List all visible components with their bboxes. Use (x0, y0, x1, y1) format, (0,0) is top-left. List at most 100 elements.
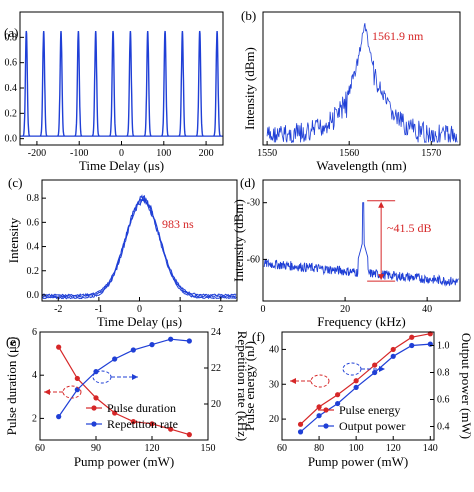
panel-e-data-point (130, 419, 136, 425)
panel-e-ytick-label: 6 (32, 327, 37, 338)
panel-e-data-point (74, 375, 80, 382)
panel-e-series-line-1 (58, 338, 190, 417)
panel-f-ytick-label: 40 (269, 344, 279, 355)
panel-c-xlabel: Time Delay (μs) (97, 314, 182, 329)
panel-e-legend-label: Repetition rate (107, 417, 178, 431)
panel-c-ytick-label: 0.2 (27, 266, 40, 277)
panel-d-label: (d) (240, 175, 255, 190)
panel-e-indicator-ellipse (62, 385, 82, 399)
panel-d-xtick-label: 20 (340, 304, 350, 315)
panel-d-xtick-label: 0 (261, 304, 266, 315)
panel-a-pulse (91, 30, 100, 137)
panel-e-data-point (130, 347, 136, 353)
panel-d-ytick-label: -30 (247, 198, 260, 209)
panel-f-indicator-arrow (379, 366, 385, 372)
panel-d-ylabel: Intensity (dBm) (231, 199, 246, 282)
panel-a-ytick-label: 0.0 (5, 134, 18, 145)
panel-f-legend-marker (323, 407, 329, 413)
panel-f-data-point (409, 342, 415, 349)
panel-f-data-point (390, 346, 396, 353)
panel-f-indicator-ellipse (342, 362, 362, 376)
panel-c-annotation: 983 ns (162, 217, 194, 231)
panel-c-xtick-label: 1 (178, 304, 183, 315)
panel-f-data-point (409, 334, 415, 340)
panel-a-xtick-label: -200 (28, 148, 46, 159)
panel-e-legend-label: Pulse duration (107, 401, 176, 415)
panel-b-xlabel: Wavelength (nm) (316, 158, 406, 173)
panel-d-arrow-up (378, 201, 385, 208)
panel-e-data-point (186, 432, 192, 438)
panel-f-indicator-arrow (290, 378, 296, 384)
panel-e-data-point (93, 395, 99, 401)
panel-d-ytick-label: -60 (247, 254, 260, 265)
panel-e-data-point (149, 421, 155, 427)
panel-e-ytick-right-label: 24 (211, 327, 221, 338)
panel-a-pulse (109, 30, 117, 137)
panel-a-xlabel: Time Delay (μs) (79, 158, 164, 173)
panel-f-data-point (316, 413, 322, 419)
panel-f-data-point (335, 400, 341, 407)
panel-f-indicator-ellipse (310, 374, 330, 388)
panel-a-frame (19, 11, 224, 146)
panel-b-xtick-label: 1560 (339, 148, 359, 159)
panel-a-pulse (143, 30, 152, 137)
panel-f-xtick-label: 60 (277, 443, 287, 454)
panel-a-xtick-label: 0 (119, 148, 124, 159)
panel-d-xlabel: Frequency (kHz) (317, 314, 405, 329)
panel-f-xtick-label: 80 (314, 443, 324, 454)
panel-a-pulse (74, 30, 83, 137)
panel-e-ytick-right-label: 22 (211, 363, 221, 374)
panel-d-rf-spectrum (263, 202, 459, 287)
panel-c-xtick-label: 2 (218, 304, 223, 315)
panel-a-ytick-label: 0.6 (5, 58, 18, 69)
panel-e-data-point (168, 336, 174, 342)
panel-b-ylabel: Intensity (dBm) (242, 47, 257, 130)
panel-c-pulse-trace (41, 194, 237, 297)
panel-f-data-point (372, 362, 378, 368)
panel-f-series-line-0 (300, 333, 431, 425)
panel-f-ytick-right-label: 0.4 (437, 422, 450, 433)
panel-f-data-point (353, 384, 359, 390)
panel-a-pulse (161, 30, 169, 137)
panel-e-label: (e) (6, 334, 20, 349)
axes-layer (19, 11, 461, 441)
panel-e-ytick-label: 4 (32, 370, 37, 381)
panel-f-data-point (297, 421, 304, 427)
curves-layer (20, 23, 459, 438)
panel-f-frame (281, 331, 435, 441)
panel-e-xtick-label: 90 (91, 443, 101, 454)
panel-f-label: (f) (252, 329, 265, 344)
panel-b-xtick-label: 1550 (257, 148, 277, 159)
panel-f-xtick-label: 100 (349, 443, 364, 454)
panel-a-xtick-label: 100 (156, 148, 171, 159)
panel-f-ytick-right-label: 0.8 (437, 368, 450, 379)
panel-d-annotation: ~41.5 dB (387, 221, 432, 235)
panel-c-pulse-trace (42, 196, 237, 299)
panel-e-ytick-right-label: 20 (211, 399, 221, 410)
panel-e-data-point (168, 426, 174, 432)
panel-f-xlabel: Pump power (mW) (308, 454, 408, 469)
panel-e-xtick-label: 150 (201, 443, 216, 454)
panel-f-data-point (372, 369, 378, 376)
panel-c-ytick-label: 0.0 (27, 290, 40, 301)
panel-c-ytick-label: 0.4 (27, 242, 40, 253)
panel-f-data-point (353, 378, 359, 384)
panel-e-legend-marker (91, 421, 97, 427)
panel-e-legend-marker (91, 405, 97, 411)
panel-a-pulse (178, 30, 187, 137)
panel-a-pulse (213, 30, 221, 137)
panel-f-data-point (335, 392, 341, 398)
panel-b-spectrum (266, 23, 458, 144)
panel-c-xtick-label: 0 (137, 304, 142, 315)
panel-f-ytick-label: 30 (269, 379, 279, 390)
panel-e-data-point (56, 414, 62, 420)
panel-e-xlabel: Pump power (mW) (74, 454, 174, 469)
panel-e-data-point (112, 410, 118, 416)
panel-c-ylabel: Intensity (6, 217, 21, 263)
panel-a-xtick-label: -100 (70, 148, 88, 159)
panel-a-ytick-label: 0.8 (5, 32, 18, 43)
panel-f-data-point (390, 353, 396, 359)
panel-f-xtick-label: 120 (386, 443, 401, 454)
